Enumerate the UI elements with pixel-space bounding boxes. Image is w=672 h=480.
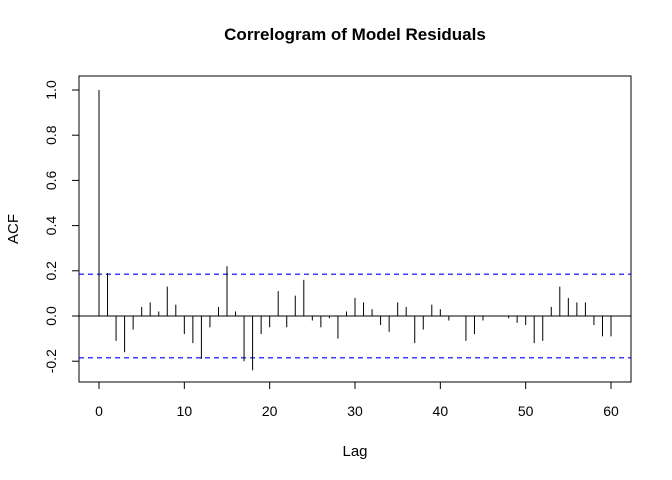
- plot-frame: [78, 75, 632, 383]
- y-axis: -0.2 0.0 0.2 0.4 0.6 0.8 1.0: [43, 80, 80, 373]
- x-tick-label: 50: [518, 403, 534, 419]
- x-tick-label: 30: [347, 403, 363, 419]
- y-tick-label: 0.4: [43, 216, 59, 236]
- x-tick-label: 10: [177, 403, 193, 419]
- x-tick-label: 20: [262, 403, 278, 419]
- x-tick-label: 0: [95, 403, 103, 419]
- chart-title: Correlogram of Model Residuals: [224, 25, 486, 44]
- y-tick-label: 0.8: [43, 125, 59, 145]
- x-axis-label: Lag: [342, 443, 367, 460]
- x-axis: 0 10 20 30 40 50 60: [95, 381, 619, 419]
- plot-area: [79, 90, 631, 371]
- y-tick-label: 1.0: [43, 80, 59, 100]
- x-tick-label: 40: [433, 403, 449, 419]
- y-tick-label: -0.2: [43, 349, 59, 373]
- x-tick-label: 60: [603, 403, 619, 419]
- y-axis-label: ACF: [5, 214, 22, 244]
- y-tick-label: 0.0: [43, 306, 59, 326]
- y-tick-label: 0.2: [43, 261, 59, 281]
- y-tick-label: 0.6: [43, 170, 59, 190]
